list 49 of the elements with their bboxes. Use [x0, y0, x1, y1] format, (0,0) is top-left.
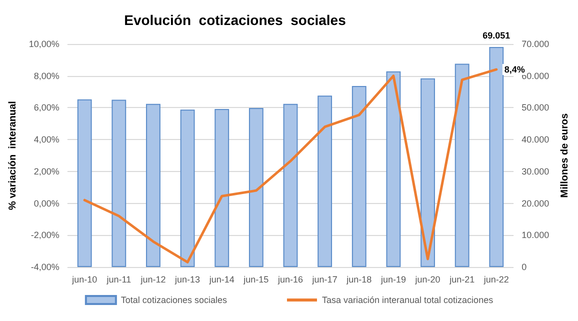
x-tick-label: jun-10 — [71, 274, 98, 284]
x-tick-label: jun-19 — [380, 274, 406, 284]
y2-tick-label: 70.000 — [522, 39, 550, 49]
x-tick-label: jun-15 — [242, 274, 269, 284]
y-axis-title: % variación interanual — [8, 100, 18, 210]
x-tick-label: jun-11 — [106, 274, 132, 284]
x-tick-label: jun-17 — [311, 274, 338, 284]
y-tick-label: 6,00% — [34, 102, 60, 113]
bar — [352, 86, 366, 267]
bar — [489, 47, 504, 267]
legend-label: Total cotizaciones sociales — [120, 295, 228, 305]
y2-tick-label: 50.000 — [522, 102, 550, 113]
bar — [180, 110, 195, 267]
bar — [214, 108, 230, 267]
y-tick-label: 8,00% — [34, 70, 60, 81]
y2-axis-title: Millones de euros — [560, 112, 570, 198]
y-tick-label: 4,00% — [34, 134, 60, 145]
y2-tick-label: 20.000 — [522, 198, 550, 208]
bar — [420, 78, 435, 267]
x-tick-label: jun-12 — [140, 274, 166, 284]
y-tick-label: -2,00% — [30, 230, 60, 240]
x-tick-label: jun-16 — [276, 274, 304, 284]
bar — [146, 104, 160, 267]
x-tick-label: jun-13 — [174, 274, 200, 284]
y2-tick-label: 40.000 — [522, 134, 550, 145]
legend-label: Tasa variación interanual total cotizaciones — [322, 295, 494, 305]
bar — [318, 96, 332, 267]
chart-title: Evolución cotizaciones sociales — [124, 12, 346, 28]
x-tick-label: jun-21 — [448, 274, 475, 284]
y2-tick-label: 0 — [522, 262, 527, 272]
bar — [386, 71, 401, 267]
data-label: 8,4% — [504, 64, 525, 74]
bar — [248, 108, 264, 267]
bar — [112, 100, 126, 267]
x-tick-label: jun-14 — [208, 274, 234, 284]
x-tick-label: jun-20 — [414, 274, 440, 284]
y2-tick-label: 30.000 — [522, 166, 550, 176]
bar — [283, 104, 298, 267]
y-tick-label: 10,00% — [28, 39, 60, 49]
line-series — [83, 68, 498, 264]
y-tick-label: 2,00% — [34, 166, 60, 176]
y2-tick-label: 10.000 — [522, 230, 550, 240]
bar — [454, 64, 470, 267]
x-tick-label: jun-22 — [482, 274, 509, 284]
y-tick-label: -4,00% — [30, 262, 60, 272]
y-tick-label: 0,00% — [34, 198, 60, 208]
bar — [77, 99, 92, 267]
x-tick-label: jun-18 — [346, 274, 372, 284]
data-label: 69.051 — [482, 30, 510, 41]
